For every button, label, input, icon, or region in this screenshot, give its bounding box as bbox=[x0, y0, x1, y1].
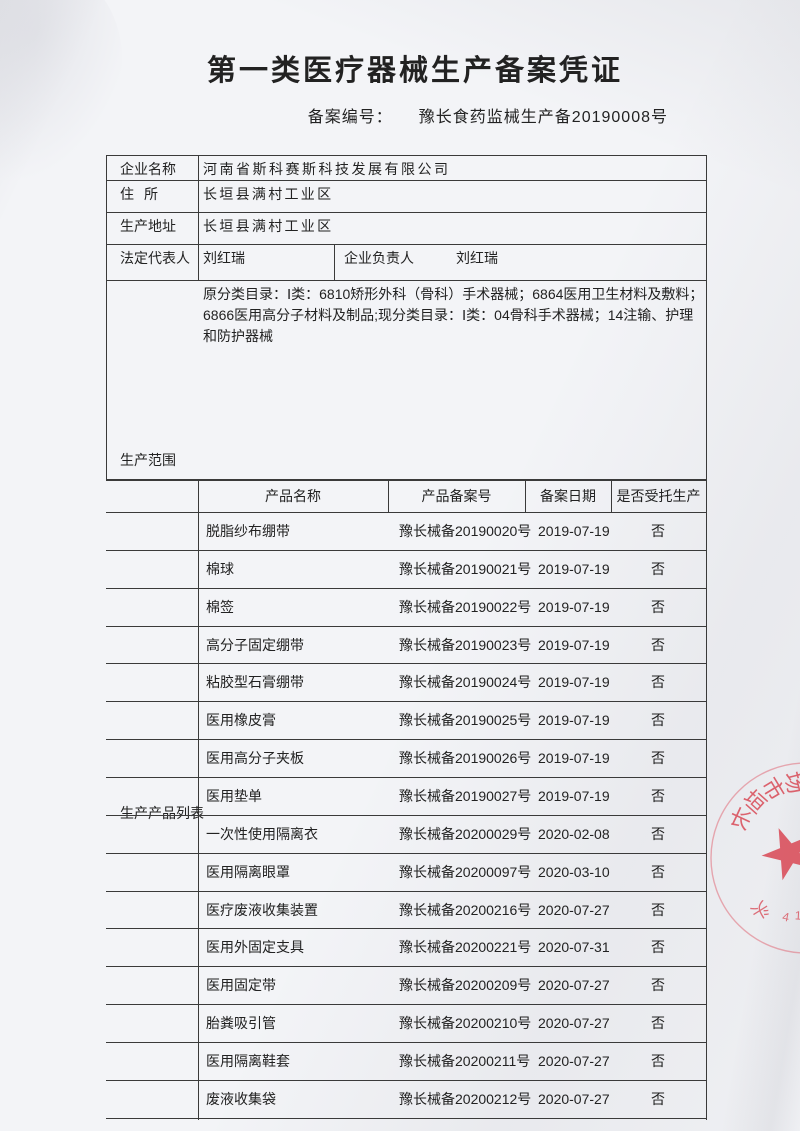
svg-text:1: 1 bbox=[795, 908, 800, 922]
svg-text:长: 长 bbox=[725, 803, 756, 835]
svg-text:垣: 垣 bbox=[738, 785, 771, 818]
svg-text:市: 市 bbox=[757, 773, 790, 805]
svg-text:头: 头 bbox=[747, 897, 773, 923]
svg-text:4: 4 bbox=[781, 910, 791, 925]
svg-text:场: 场 bbox=[780, 769, 800, 797]
